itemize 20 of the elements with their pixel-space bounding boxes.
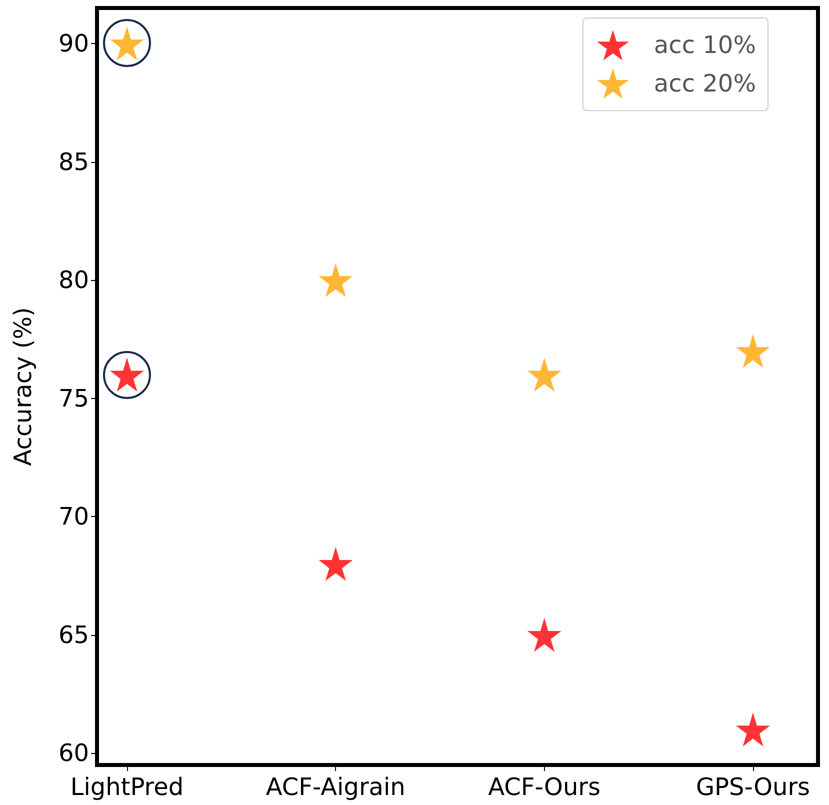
point xyxy=(318,546,353,581)
y-axis-title: Accuracy (%) xyxy=(9,307,37,466)
x-tick-label: ACF-Aigrain xyxy=(266,773,406,801)
point xyxy=(736,712,770,747)
x-tick-label: LightPred xyxy=(70,773,184,801)
point xyxy=(736,334,770,368)
y-tick-label: 90 xyxy=(58,29,89,58)
y-tick-label: 85 xyxy=(58,148,89,176)
y-tick-label: 70 xyxy=(58,502,89,531)
point xyxy=(527,618,562,652)
y-tick-label: 65 xyxy=(58,620,89,649)
x-tick-label: GPS-Ours xyxy=(696,773,810,801)
point xyxy=(527,358,562,392)
legend-label: acc 10% xyxy=(654,31,756,60)
x-tick-label: ACF-Ours xyxy=(488,773,601,801)
point xyxy=(318,263,353,298)
legend-label: acc 20% xyxy=(654,70,756,98)
y-tick-label: 60 xyxy=(58,739,89,768)
y-tick-label: 75 xyxy=(58,384,89,412)
y-tick-label: 80 xyxy=(58,266,89,294)
